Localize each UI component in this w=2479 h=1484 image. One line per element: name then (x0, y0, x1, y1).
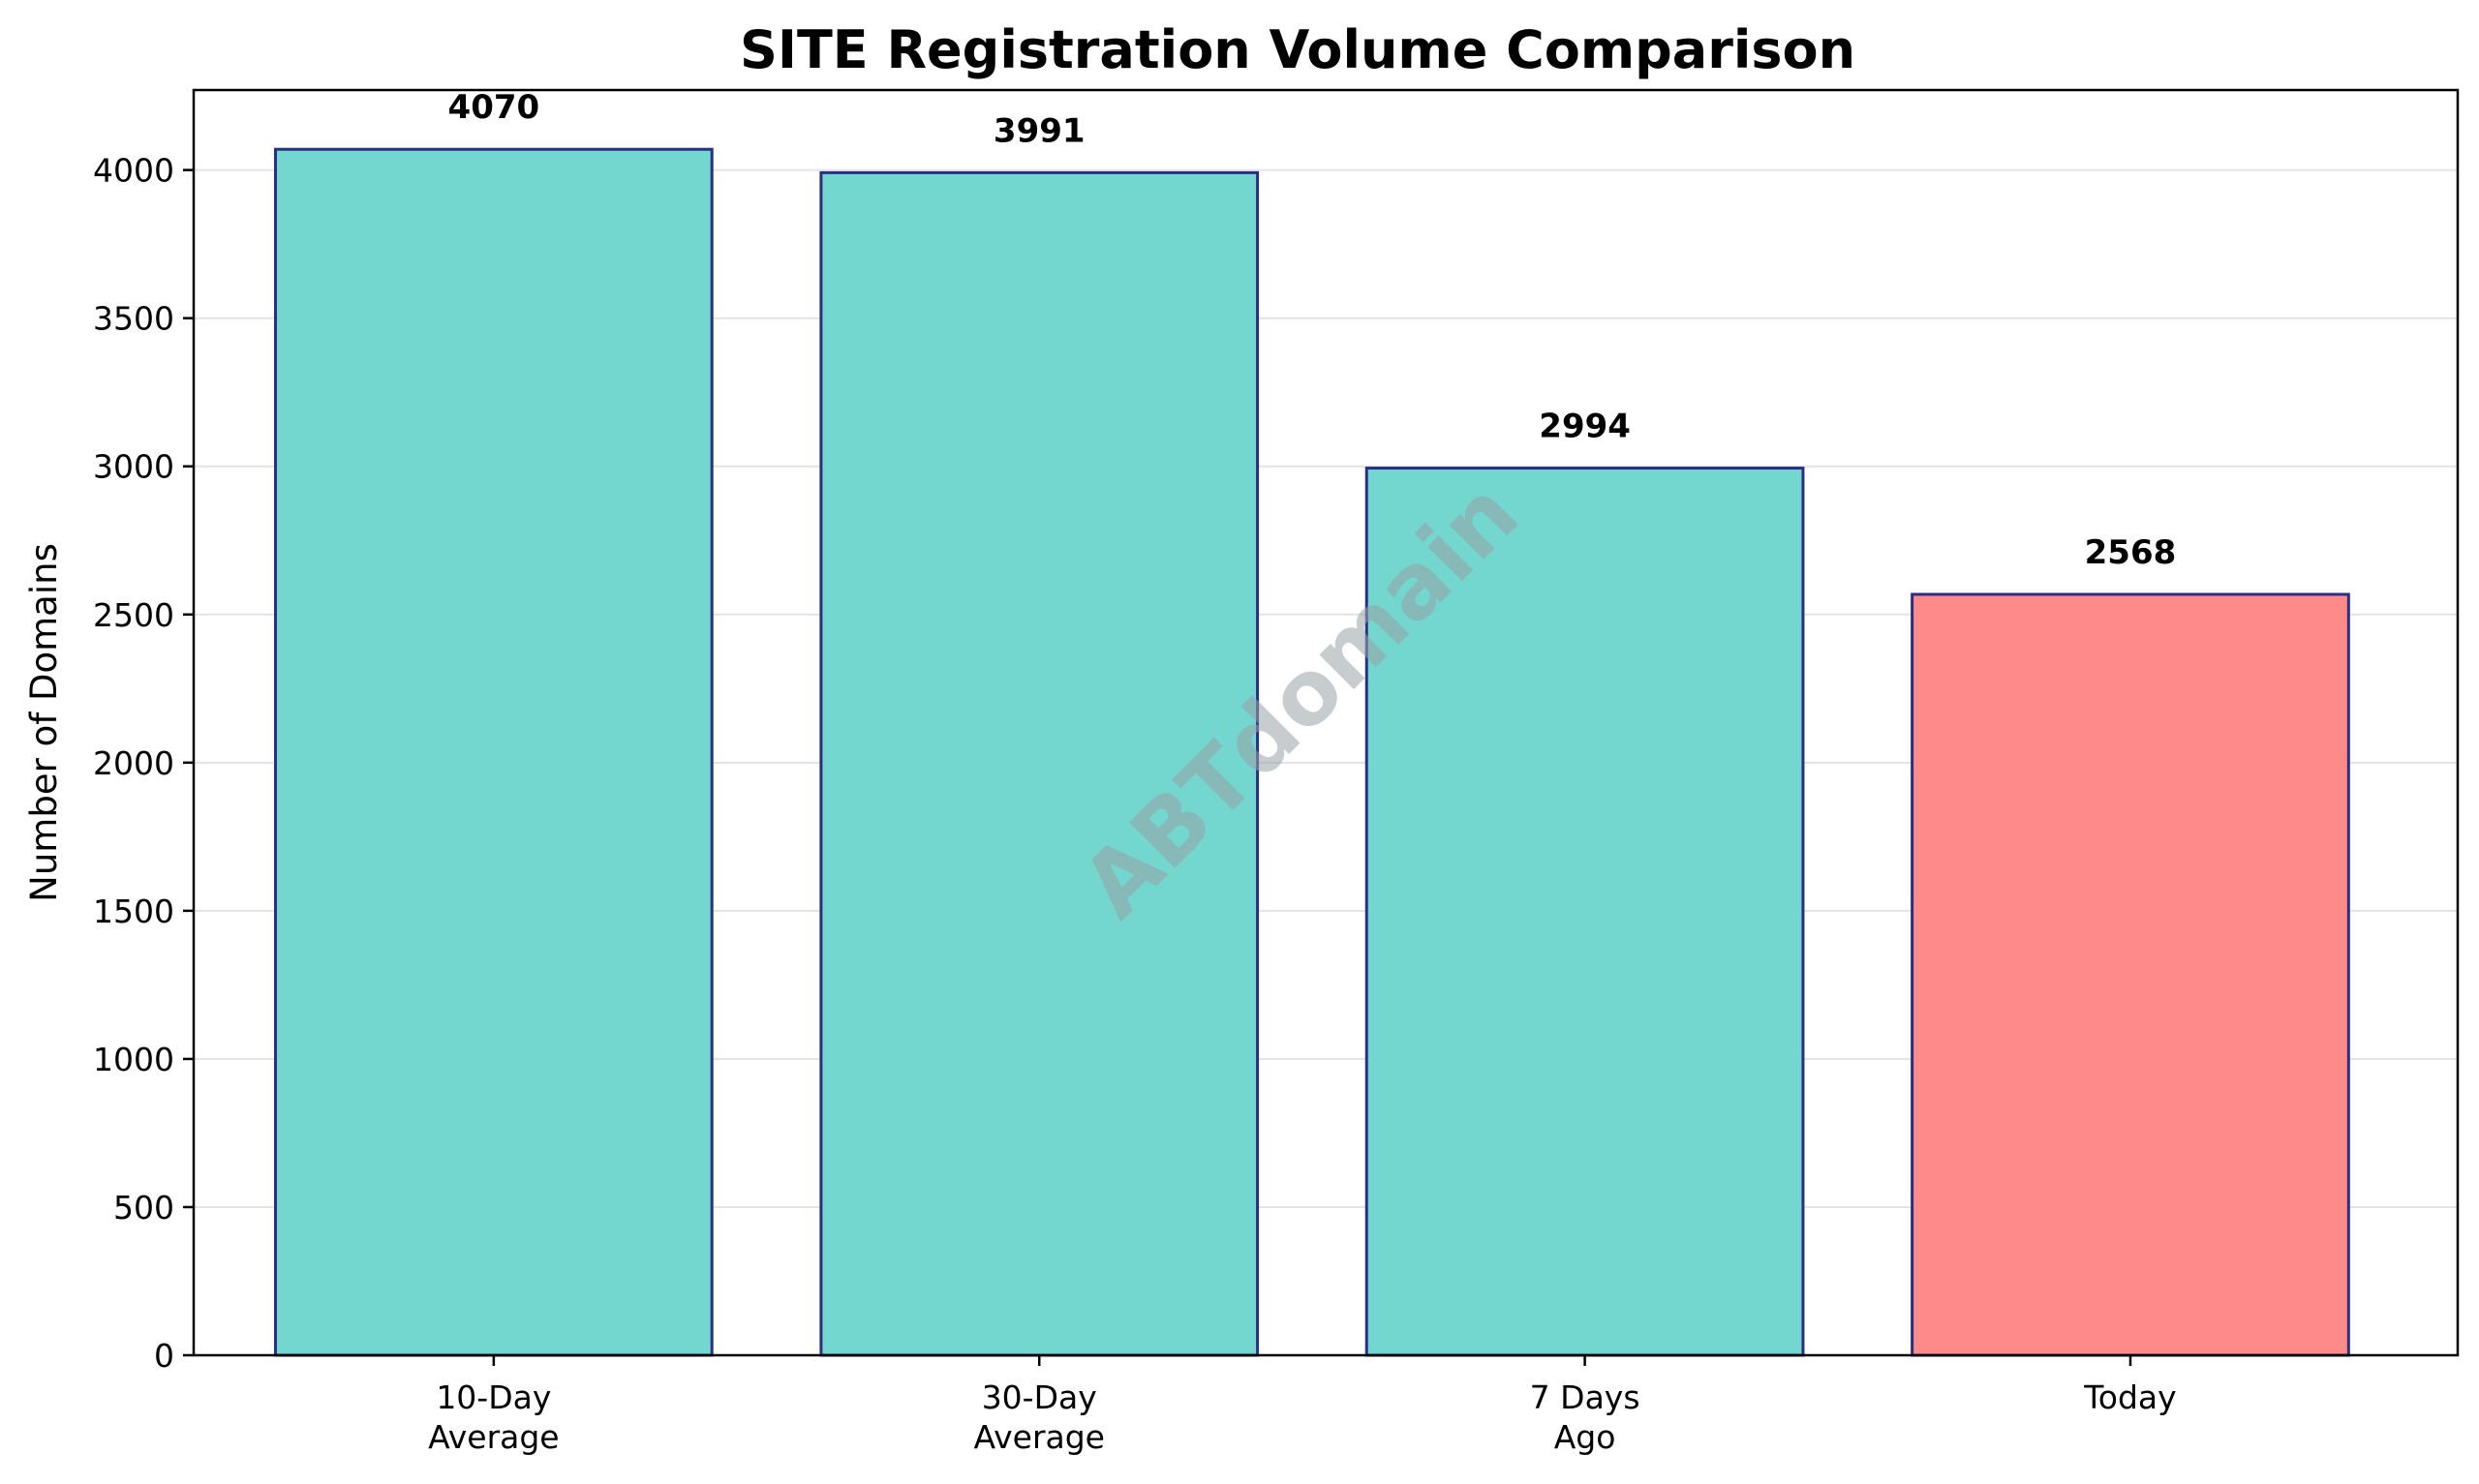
y-axis-ticks: 0 500 1000 1500 2000 2500 3000 3500 4000 (93, 152, 194, 1375)
y-tick-label: 3000 (93, 448, 174, 486)
x-tick-label: 7 Days (1530, 1378, 1640, 1416)
plot-frame (192, 88, 2460, 1357)
x-tick-label: Ago (1554, 1418, 1616, 1456)
y-axis-label: Number of Domains (23, 543, 65, 902)
data-label: 2994 (1539, 408, 1631, 446)
y-tick-label: 1000 (93, 1041, 174, 1078)
data-label: 3991 (994, 111, 1086, 150)
data-labels: 4070 3991 2994 2568 (448, 88, 2177, 572)
y-tick-label: 3500 (93, 300, 174, 338)
y-tick-label: 1500 (93, 893, 174, 930)
y-tick-label: 500 (113, 1189, 174, 1227)
x-tick-label: 30-Day (982, 1378, 1097, 1416)
data-label: 4070 (448, 88, 540, 127)
y-tick-label: 4000 (93, 152, 174, 190)
bar (819, 170, 1260, 1357)
chart-title: SITE Registration Volume Comparison (740, 19, 1855, 80)
y-tick-label: 2000 (93, 744, 174, 782)
x-tick-label: Average (428, 1418, 560, 1456)
x-tick-label: Average (973, 1418, 1105, 1456)
x-tick-label: Today (2083, 1378, 2176, 1416)
bars (274, 147, 2350, 1357)
y-tick-label: 2500 (93, 596, 174, 634)
bar (1364, 467, 1805, 1357)
bar (1911, 592, 2350, 1357)
x-tick-label: 10-Day (436, 1378, 551, 1416)
bar (274, 147, 714, 1357)
y-tick-label: 0 (154, 1337, 174, 1375)
data-label: 2568 (2085, 533, 2177, 572)
